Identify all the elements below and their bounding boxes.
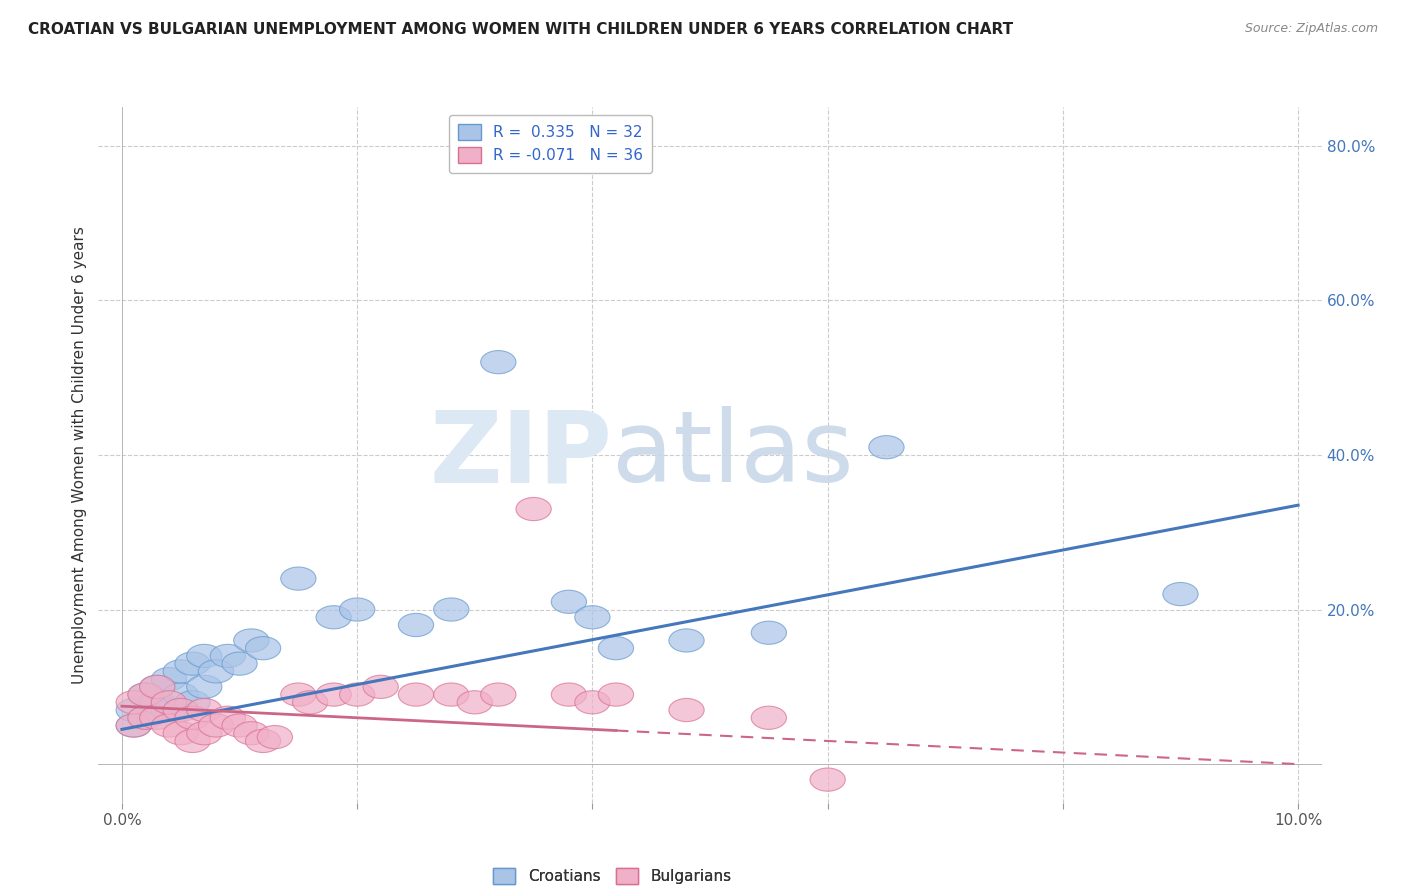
Ellipse shape bbox=[233, 629, 269, 652]
Ellipse shape bbox=[128, 683, 163, 706]
Ellipse shape bbox=[246, 637, 281, 660]
Ellipse shape bbox=[433, 598, 470, 621]
Ellipse shape bbox=[599, 683, 634, 706]
Ellipse shape bbox=[233, 722, 269, 745]
Text: ZIP: ZIP bbox=[429, 407, 612, 503]
Ellipse shape bbox=[246, 730, 281, 753]
Text: Source: ZipAtlas.com: Source: ZipAtlas.com bbox=[1244, 22, 1378, 36]
Ellipse shape bbox=[810, 768, 845, 791]
Ellipse shape bbox=[281, 567, 316, 591]
Ellipse shape bbox=[751, 706, 786, 730]
Ellipse shape bbox=[316, 606, 352, 629]
Ellipse shape bbox=[163, 660, 198, 683]
Ellipse shape bbox=[363, 675, 398, 698]
Ellipse shape bbox=[481, 351, 516, 374]
Ellipse shape bbox=[209, 706, 246, 730]
Ellipse shape bbox=[139, 690, 174, 714]
Ellipse shape bbox=[292, 690, 328, 714]
Ellipse shape bbox=[222, 652, 257, 675]
Ellipse shape bbox=[152, 698, 187, 722]
Ellipse shape bbox=[163, 698, 198, 722]
Ellipse shape bbox=[751, 621, 786, 644]
Ellipse shape bbox=[457, 690, 492, 714]
Ellipse shape bbox=[163, 722, 198, 745]
Ellipse shape bbox=[575, 690, 610, 714]
Ellipse shape bbox=[398, 614, 433, 637]
Ellipse shape bbox=[516, 498, 551, 521]
Ellipse shape bbox=[398, 683, 433, 706]
Ellipse shape bbox=[551, 683, 586, 706]
Text: atlas: atlas bbox=[612, 407, 853, 503]
Ellipse shape bbox=[433, 683, 470, 706]
Ellipse shape bbox=[481, 683, 516, 706]
Ellipse shape bbox=[339, 598, 375, 621]
Text: CROATIAN VS BULGARIAN UNEMPLOYMENT AMONG WOMEN WITH CHILDREN UNDER 6 YEARS CORRE: CROATIAN VS BULGARIAN UNEMPLOYMENT AMONG… bbox=[28, 22, 1014, 37]
Ellipse shape bbox=[117, 714, 152, 737]
Ellipse shape bbox=[869, 435, 904, 458]
Ellipse shape bbox=[599, 637, 634, 660]
Legend: Croatians, Bulgarians: Croatians, Bulgarians bbox=[484, 859, 741, 892]
Ellipse shape bbox=[198, 660, 233, 683]
Ellipse shape bbox=[669, 629, 704, 652]
Ellipse shape bbox=[198, 714, 233, 737]
Ellipse shape bbox=[117, 698, 152, 722]
Ellipse shape bbox=[209, 644, 246, 667]
Ellipse shape bbox=[128, 683, 163, 706]
Ellipse shape bbox=[316, 683, 352, 706]
Ellipse shape bbox=[128, 706, 163, 730]
Ellipse shape bbox=[551, 591, 586, 614]
Ellipse shape bbox=[222, 714, 257, 737]
Ellipse shape bbox=[187, 675, 222, 698]
Ellipse shape bbox=[139, 675, 174, 698]
Ellipse shape bbox=[187, 644, 222, 667]
Ellipse shape bbox=[187, 698, 222, 722]
Ellipse shape bbox=[117, 714, 152, 737]
Ellipse shape bbox=[257, 725, 292, 748]
Ellipse shape bbox=[281, 683, 316, 706]
Ellipse shape bbox=[152, 667, 187, 690]
Ellipse shape bbox=[174, 652, 209, 675]
Ellipse shape bbox=[163, 683, 198, 706]
Ellipse shape bbox=[152, 690, 187, 714]
Ellipse shape bbox=[117, 690, 152, 714]
Ellipse shape bbox=[139, 675, 174, 698]
Ellipse shape bbox=[174, 706, 209, 730]
Ellipse shape bbox=[669, 698, 704, 722]
Ellipse shape bbox=[174, 730, 209, 753]
Ellipse shape bbox=[1163, 582, 1198, 606]
Y-axis label: Unemployment Among Women with Children Under 6 years: Unemployment Among Women with Children U… bbox=[72, 226, 87, 684]
Ellipse shape bbox=[152, 714, 187, 737]
Ellipse shape bbox=[128, 706, 163, 730]
Ellipse shape bbox=[339, 683, 375, 706]
Ellipse shape bbox=[139, 706, 174, 730]
Ellipse shape bbox=[187, 722, 222, 745]
Ellipse shape bbox=[174, 690, 209, 714]
Ellipse shape bbox=[575, 606, 610, 629]
